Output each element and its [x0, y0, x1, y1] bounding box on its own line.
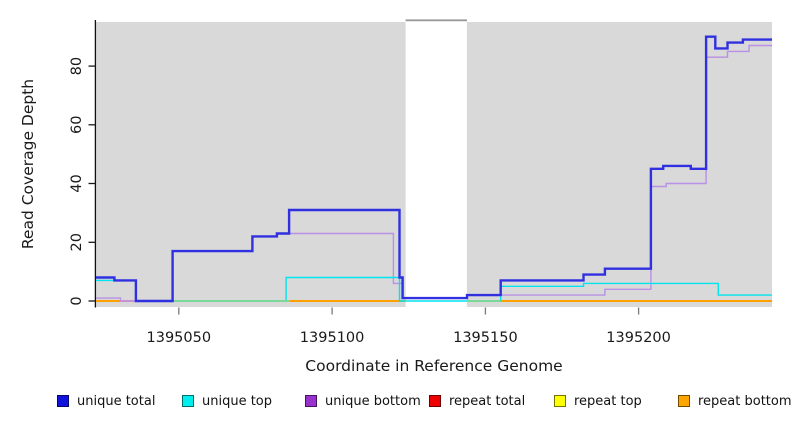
legend-swatch-unique-total [57, 395, 69, 407]
legend-label-repeat-top: repeat top [574, 393, 642, 409]
y-tick-label: 40 [69, 174, 85, 192]
y-tick-label: 60 [69, 116, 85, 134]
y-tick-label: 0 [69, 296, 85, 305]
legend-swatch-repeat-bottom [678, 395, 690, 407]
legend-label-repeat-total: repeat total [449, 393, 526, 409]
legend-item-unique-top: unique top [182, 393, 272, 409]
legend-item-unique-bottom: unique bottom [305, 393, 421, 409]
x-tick-label: 1395100 [300, 330, 365, 346]
legend-label-repeat-bottom: repeat bottom [698, 393, 792, 409]
legend-item-repeat-top: repeat top [554, 393, 642, 409]
legend-label-unique-top: unique top [202, 393, 273, 409]
x-tick-label: 1395200 [606, 330, 671, 346]
legend-label-unique-bottom: unique bottom [325, 393, 421, 409]
legend-swatch-repeat-total [429, 395, 441, 407]
legend-swatch-unique-bottom [305, 395, 317, 407]
x-tick-label: 1395150 [453, 330, 518, 346]
coverage-plot: 0 20 40 60 80 1395050 1395100 1395150 1395200 [69, 19, 772, 346]
legend-swatch-repeat-top [554, 395, 566, 407]
x-axis-title: Coordinate in Reference Genome [305, 357, 563, 375]
legend-label-unique-total: unique total [77, 393, 156, 409]
y-tick-label: 20 [69, 233, 85, 251]
legend: unique total unique top unique bottom repea… [0, 393, 792, 413]
legend-item-repeat-total: repeat total [429, 393, 525, 409]
legend-swatch-unique-top [182, 395, 194, 407]
y-axis-title: Read Coverage Depth [19, 78, 37, 250]
unique-total-line [96, 35, 772, 303]
masked-region [405, 19, 467, 307]
legend-item-unique-total: unique total [57, 393, 155, 409]
x-tick-label: 1395050 [147, 330, 212, 346]
legend-item-repeat-bottom: repeat bottom [678, 393, 792, 409]
y-tick-label: 80 [69, 57, 85, 75]
